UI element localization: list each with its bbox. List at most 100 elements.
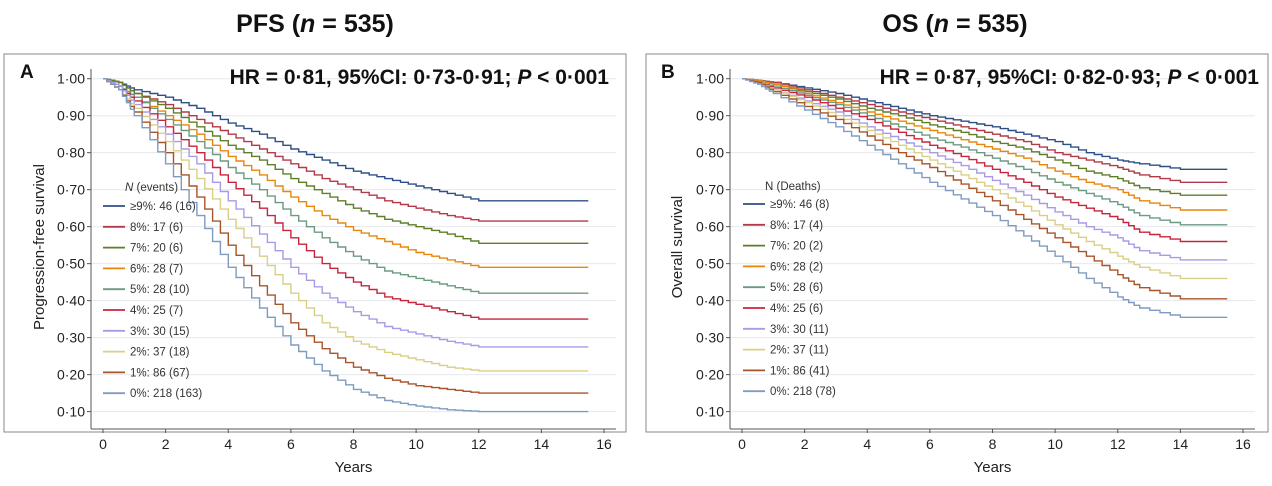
- y-tick-label: 0·40: [57, 293, 85, 309]
- y-tick-label: 0·90: [696, 108, 724, 124]
- x-tick-label: 6: [287, 436, 295, 452]
- y-tick-label: 0·40: [696, 293, 724, 309]
- x-tick-label: 0: [738, 436, 746, 452]
- panel-letter: B: [661, 62, 675, 83]
- text-part: OS (: [882, 10, 934, 38]
- legend-title: N (Deaths): [765, 181, 821, 193]
- legend-entry: 5%: 28 (10): [130, 284, 190, 296]
- survival-curve: [742, 78, 1228, 226]
- x-tick-label: 10: [408, 436, 424, 452]
- text-part: < 0·001: [1181, 66, 1259, 89]
- y-tick-label: 0·90: [57, 108, 85, 124]
- x-tick-label: 8: [350, 436, 358, 452]
- y-axis-label: Progression-free survival: [31, 164, 48, 330]
- legend-entry: 8%: 17 (6): [130, 222, 183, 234]
- survival-curve: [103, 78, 589, 413]
- text-part: PFS (: [236, 10, 301, 38]
- y-tick-label: 0·70: [696, 182, 724, 198]
- x-axis-label: Years: [974, 459, 1012, 476]
- legend-entry: 8%: 17 (4): [770, 220, 823, 232]
- legend-entry: ≥9%: 46 (8): [770, 199, 830, 211]
- y-tick-label: 0·20: [57, 367, 85, 383]
- text-part: = 535): [949, 10, 1028, 38]
- x-tick-label: 14: [1173, 436, 1189, 452]
- hazard-ratio-annotation: HR = 0·87, 95%CI: 0·82-0·93; P < 0·001: [880, 66, 1260, 89]
- legend-entry: 3%: 30 (15): [130, 326, 190, 338]
- legend: N (events) ≥9%: 46 (16) 8%: 17 (6) 7%: 20 (…: [103, 182, 202, 400]
- text-part: (events): [133, 182, 178, 194]
- panel-title: OS (n = 535): [882, 10, 1027, 38]
- x-axis-label: Years: [335, 459, 373, 476]
- text-part: HR = 0·87, 95%CI: 0·82-0·93;: [880, 66, 1168, 89]
- legend-entry: 4%: 25 (7): [130, 305, 183, 317]
- survival-curve: [742, 78, 1228, 170]
- survival-curve: [742, 78, 1228, 280]
- survival-curve: [103, 78, 589, 202]
- legend-entry: 4%: 25 (6): [770, 303, 823, 315]
- y-tick-label: 0·70: [57, 182, 85, 198]
- y-tick-label: 0·50: [57, 256, 85, 272]
- y-tick-label: 0·50: [696, 256, 724, 272]
- x-tick-label: 16: [1235, 436, 1251, 452]
- y-tick-label: 0·80: [696, 145, 724, 161]
- survival-curve: [742, 78, 1228, 243]
- y-tick-label: 0·10: [57, 404, 85, 420]
- hazard-ratio-annotation: HR = 0·81, 95%CI: 0·73-0·91; P < 0·001: [230, 66, 610, 89]
- legend-entry: 0%: 218 (78): [770, 386, 836, 398]
- survival-curve: [103, 78, 589, 244]
- y-tick-label: 1·00: [57, 71, 85, 87]
- panel-title: PFS (n = 535): [236, 10, 394, 38]
- x-tick-label: 6: [926, 436, 934, 452]
- y-tick-label: 0·30: [696, 330, 724, 346]
- y-tick-label: 1·00: [696, 71, 724, 87]
- x-tick-label: 14: [534, 436, 550, 452]
- survival-curve: [103, 78, 589, 294]
- y-tick-label: 0·10: [696, 404, 724, 420]
- x-tick-label: 4: [224, 436, 232, 452]
- x-tick-label: 12: [1110, 436, 1126, 452]
- text-part: N (Deaths): [765, 181, 821, 193]
- legend-entry: 1%: 86 (67): [130, 367, 190, 379]
- italic-part: N: [125, 182, 134, 194]
- x-tick-label: 12: [471, 436, 487, 452]
- italic-part: P: [517, 66, 532, 89]
- x-tick-label: 4: [863, 436, 871, 452]
- text-part: < 0·001: [531, 66, 609, 89]
- text-part: = 535): [315, 10, 394, 38]
- legend-entry: 6%: 28 (7): [130, 263, 183, 275]
- legend-entry: 6%: 28 (2): [770, 261, 823, 273]
- x-tick-label: 10: [1047, 436, 1063, 452]
- text-part: HR = 0·81, 95%CI: 0·73-0·91;: [230, 66, 518, 89]
- legend-entry: 5%: 28 (6): [770, 282, 823, 294]
- panel-b: OS (n = 535) B 0·10 0·20 0·30 0·40 0·50 0·60 0·7…: [645, 10, 1269, 476]
- x-tick-label: 0: [99, 436, 107, 452]
- x-tick-label: 2: [162, 436, 170, 452]
- survival-curve: [742, 78, 1228, 318]
- legend-entry: ≥9%: 46 (16): [130, 201, 196, 213]
- legend-entry: 1%: 86 (41): [770, 365, 830, 377]
- panel-a: PFS (n = 535) A 0·10 0·20 0·30 0·40 0·50 0·60 0·…: [3, 10, 627, 476]
- legend-entry: 2%: 37 (11): [770, 345, 829, 357]
- survival-curve: [742, 78, 1228, 196]
- x-tick-label: 2: [801, 436, 809, 452]
- survival-curve: [742, 78, 1228, 183]
- y-tick-label: 0·20: [696, 367, 724, 383]
- legend-entry: 0%: 218 (163): [130, 388, 202, 400]
- x-tick-label: 8: [989, 436, 997, 452]
- y-tick-label: 0·60: [696, 219, 724, 235]
- italic-part: P: [1167, 66, 1182, 89]
- legend-title: N (events): [125, 182, 178, 194]
- survival-curve: [742, 78, 1228, 211]
- x-tick-label: 16: [596, 436, 612, 452]
- italic-part: n: [300, 10, 315, 38]
- y-tick-label: 0·30: [57, 330, 85, 346]
- y-tick-label: 0·60: [57, 219, 85, 235]
- legend-entry: 2%: 37 (18): [130, 347, 190, 359]
- y-axis-label: Overall survival: [669, 196, 686, 299]
- survival-curve: [742, 78, 1228, 300]
- panel-frame: [645, 53, 1269, 433]
- legend-entry: 7%: 20 (2): [770, 241, 823, 253]
- legend: N (Deaths) ≥9%: 46 (8) 8%: 17 (4) 7%: 20 (2…: [743, 181, 836, 398]
- panel-letter: A: [20, 62, 34, 83]
